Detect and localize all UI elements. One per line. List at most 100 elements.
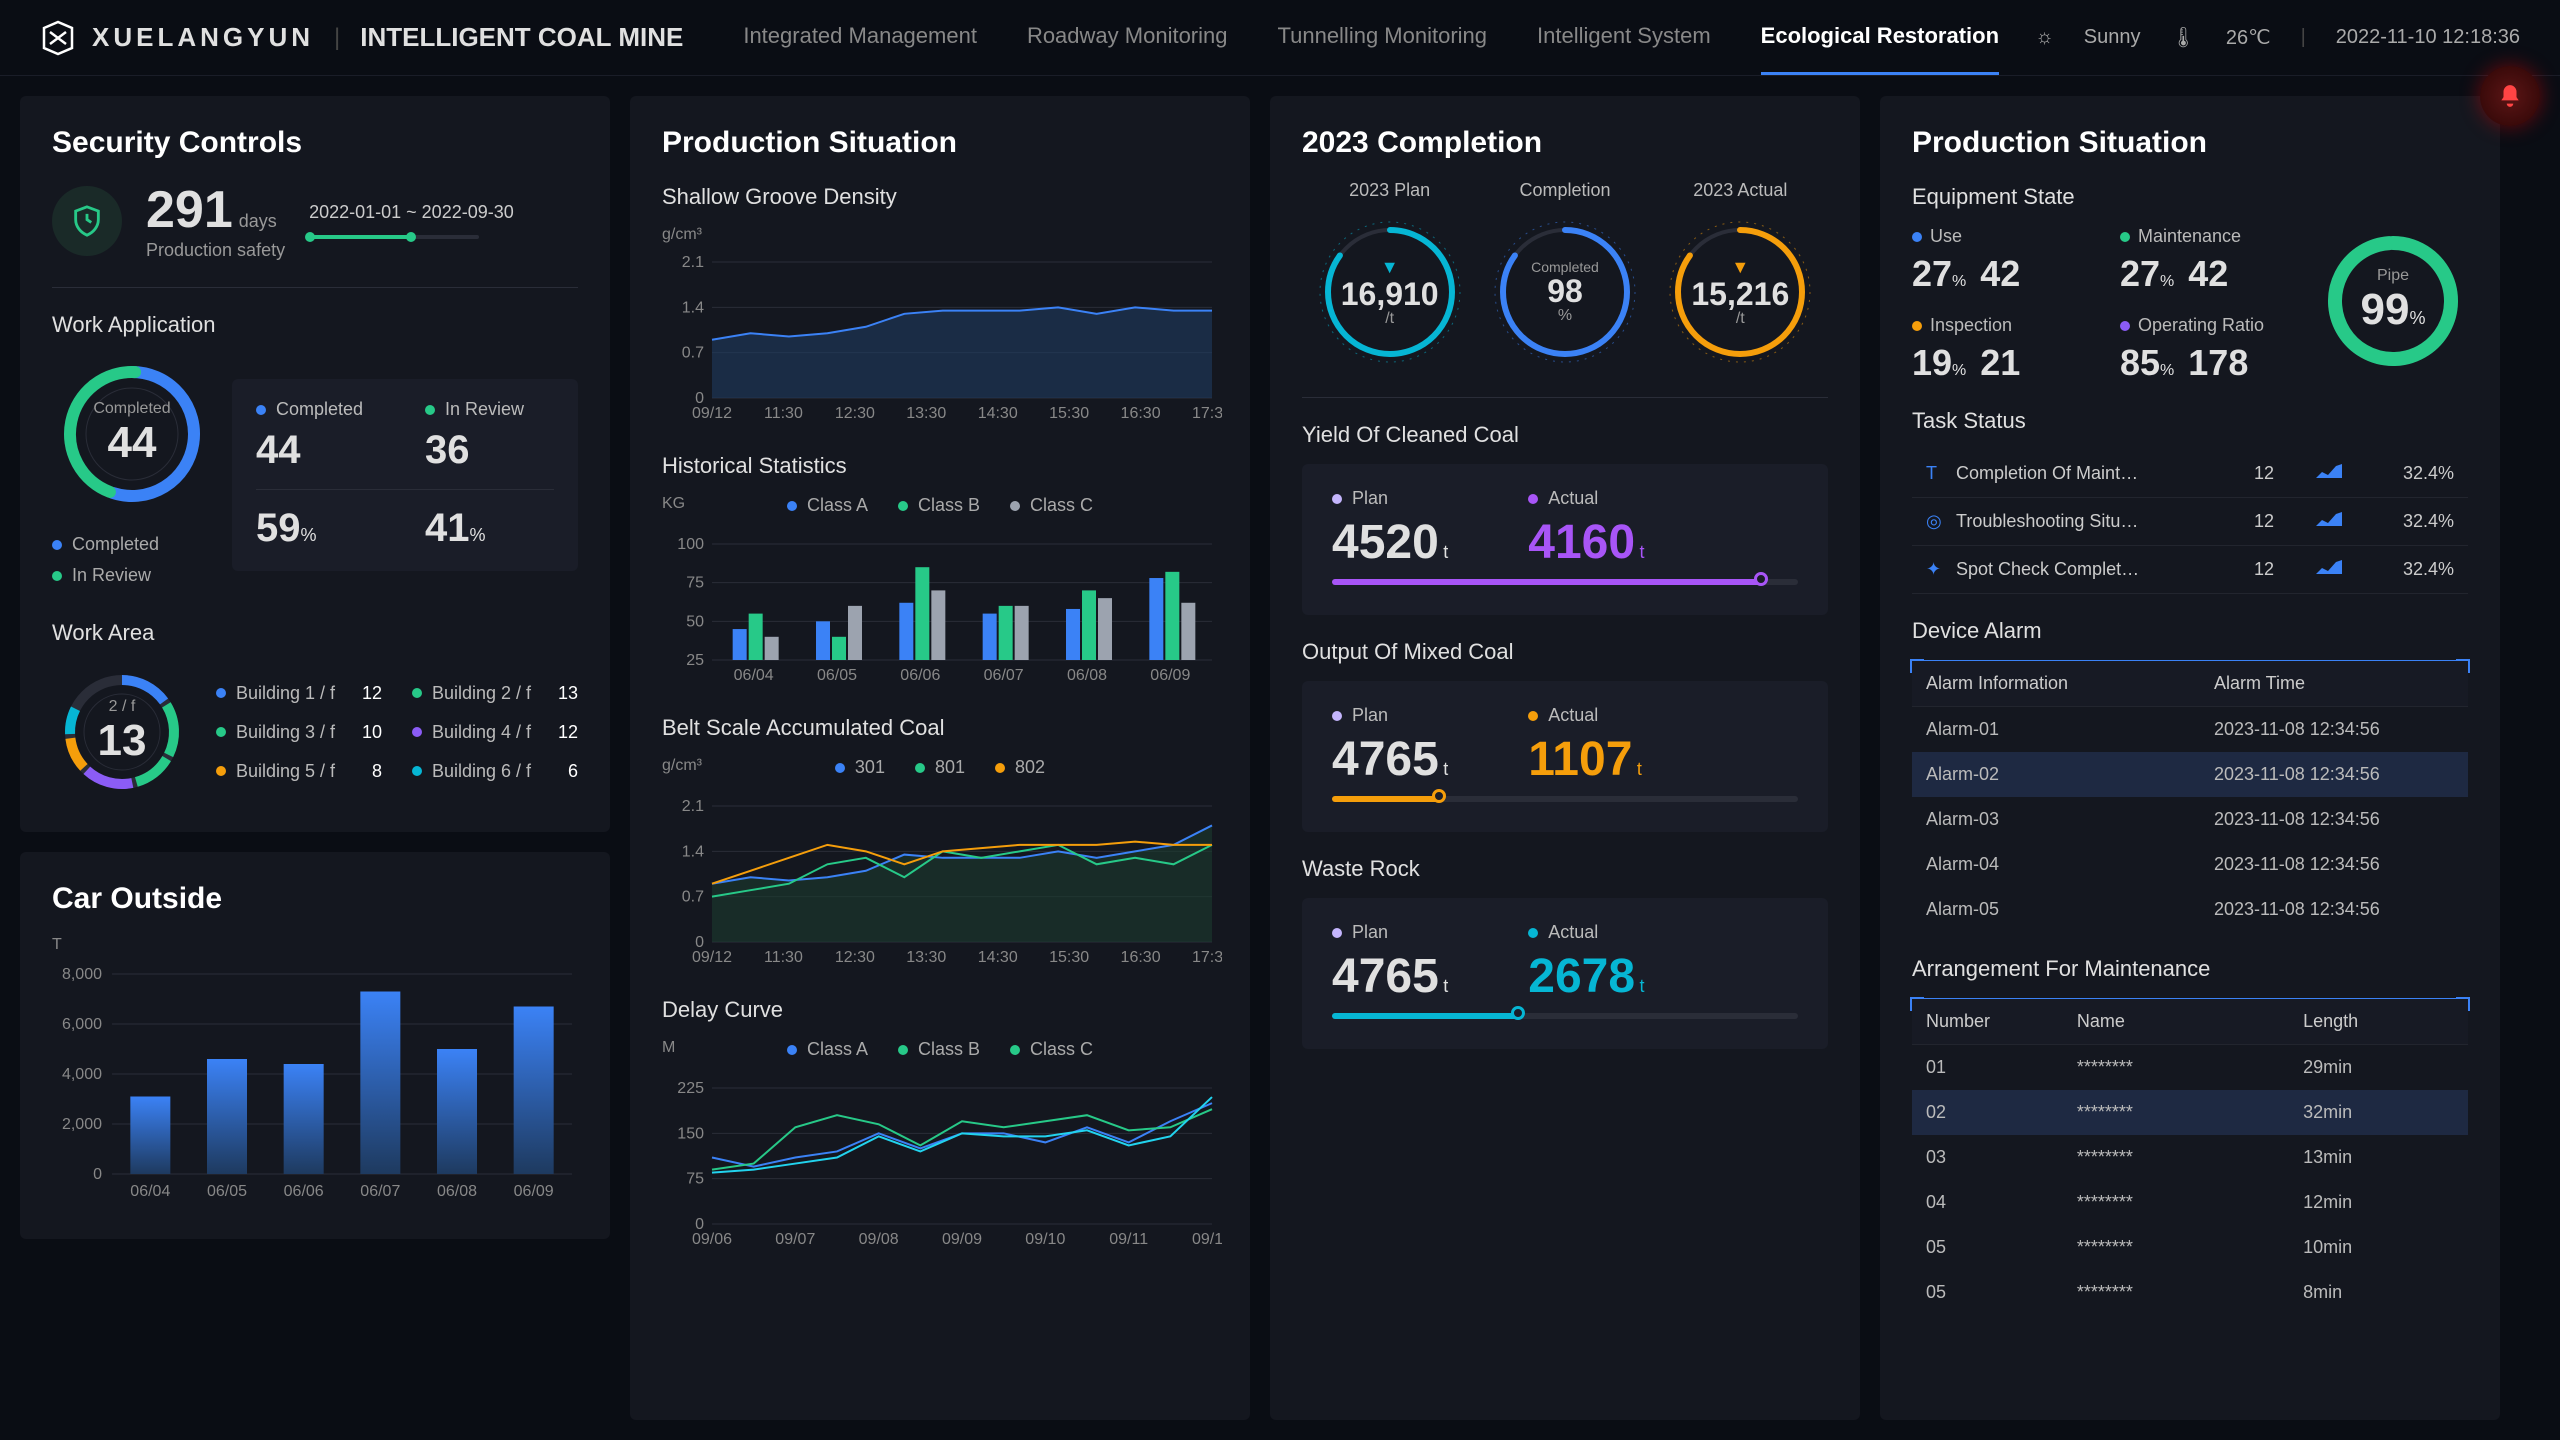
nav-item[interactable]: Integrated Management [743, 23, 977, 53]
alarm-row[interactable]: Alarm-052023-11-08 12:34:56 [1912, 887, 2468, 932]
nav-item[interactable]: Ecological Restoration [1761, 23, 1999, 53]
nav-item[interactable]: Tunnelling Monitoring [1277, 23, 1487, 53]
alarm-row[interactable]: Alarm-022023-11-08 12:34:56 [1912, 752, 2468, 797]
svg-text:09/12: 09/12 [692, 405, 732, 422]
maint-row[interactable]: 03********13min [1912, 1135, 2468, 1180]
logo-icon [40, 20, 76, 56]
svg-text:6,000: 6,000 [62, 1016, 102, 1033]
temp-icon: 🌡 [2170, 25, 2195, 50]
svg-text:225: 225 [677, 1080, 704, 1097]
maint-row[interactable]: 01********29min [1912, 1045, 2468, 1090]
car-outside-panel: Car Outside T 02,0004,0006,0008,00006/04… [20, 852, 610, 1239]
task-row[interactable]: ✦Spot Check Complet…1232.4% [1912, 546, 2468, 594]
svg-text:13:30: 13:30 [906, 949, 946, 966]
nav-item[interactable]: Intelligent System [1537, 23, 1711, 53]
days-block: 291days Production safety [146, 180, 285, 261]
svg-text:06/06: 06/06 [900, 667, 940, 684]
svg-text:2,000: 2,000 [62, 1116, 102, 1133]
nav-item[interactable]: Roadway Monitoring [1027, 23, 1228, 53]
svg-text:12:30: 12:30 [835, 949, 875, 966]
date-slider[interactable] [309, 235, 479, 239]
alarm-row[interactable]: Alarm-042023-11-08 12:34:56 [1912, 842, 2468, 887]
svg-text:06/07: 06/07 [984, 667, 1024, 684]
svg-text:16:30: 16:30 [1121, 405, 1161, 422]
stat-cell: Completed44 [256, 399, 385, 473]
area-legend-item: Building 2 / f13 [412, 683, 578, 704]
shallow-chart: 00.71.42.109/1211:3012:3013:3014:3015:30… [662, 254, 1222, 424]
svg-text:0.7: 0.7 [682, 345, 704, 362]
app-title: INTELLIGENT COAL MINE [360, 22, 683, 53]
svg-text:8,000: 8,000 [62, 966, 102, 983]
svg-text:09/11: 09/11 [1109, 1231, 1148, 1248]
svg-text:15:30: 15:30 [1049, 949, 1089, 966]
alarm-bell-icon[interactable] [2480, 66, 2540, 126]
header-status: ☼ Sunny 🌡 26℃ | 2022-11-10 12:18:36 [2035, 25, 2520, 50]
svg-text:100: 100 [677, 536, 704, 553]
shield-icon [52, 186, 122, 256]
maint-row[interactable]: 04********12min [1912, 1180, 2468, 1225]
svg-text:2.1: 2.1 [682, 254, 704, 271]
svg-text:14:30: 14:30 [978, 949, 1018, 966]
area-legend-item: Building 1 / f12 [216, 683, 382, 704]
svg-text:06/05: 06/05 [207, 1183, 247, 1200]
equip-cell: Use27%42 [1912, 226, 2090, 295]
work-area-ring: 2 / f13 [52, 662, 192, 802]
svg-text:09/08: 09/08 [859, 1231, 899, 1248]
svg-text:1.4: 1.4 [682, 299, 704, 316]
datetime-text: 2022-11-10 12:18:36 [2336, 26, 2520, 49]
svg-text:06/09: 06/09 [1150, 667, 1190, 684]
svg-text:09/09: 09/09 [942, 1231, 982, 1248]
maint-row[interactable]: 05********8min [1912, 1270, 2468, 1315]
svg-text:06/06: 06/06 [284, 1183, 324, 1200]
work-app-ring: Completed44 [52, 354, 212, 514]
maint-row[interactable]: 05********10min [1912, 1225, 2468, 1270]
svg-text:06/04: 06/04 [130, 1183, 170, 1200]
weather-text: Sunny [2084, 26, 2141, 49]
security-panel: Security Controls 291days Production saf… [20, 96, 610, 832]
svg-text:4,000: 4,000 [62, 1066, 102, 1083]
svg-text:09/10: 09/10 [1025, 1231, 1065, 1248]
production-situation-panel: Production Situation Shallow Groove Dens… [630, 96, 1250, 1420]
svg-text:2.1: 2.1 [682, 798, 704, 815]
task-table: TCompletion Of Maint…1232.4%◎Troubleshoo… [1912, 450, 2468, 594]
svg-text:13:30: 13:30 [906, 405, 946, 422]
belt-chart: 00.71.42.109/1211:3012:3013:3014:3015:30… [662, 798, 1222, 968]
svg-text:09/07: 09/07 [775, 1231, 815, 1248]
task-row[interactable]: ◎Troubleshooting Situ…1232.4% [1912, 498, 2468, 546]
car-outside-title: Car Outside [52, 882, 578, 916]
area-legend-item: Building 5 / f8 [216, 761, 382, 782]
equip-cell: Operating Ratio85%178 [2120, 315, 2298, 384]
svg-text:09/12: 09/12 [1192, 1231, 1222, 1248]
alarm-row[interactable]: Alarm-032023-11-08 12:34:56 [1912, 797, 2468, 842]
svg-text:17:30: 17:30 [1192, 405, 1222, 422]
svg-text:75: 75 [686, 575, 704, 592]
work-app-stats: Completed44In Review3659%41% [232, 379, 578, 571]
svg-text:0.7: 0.7 [682, 889, 704, 906]
completion-panel: 2023 Completion 2023 Plan▼16,910/tComple… [1270, 96, 1860, 1420]
logo-text: XUELANGYUN [92, 22, 314, 53]
waste-box: Plan4765 t Actual2678 t [1302, 898, 1828, 1049]
production-situation-2-panel: Production Situation Equipment State Use… [1880, 96, 2500, 1420]
svg-text:09/12: 09/12 [692, 949, 732, 966]
maint-row[interactable]: 02********32min [1912, 1090, 2468, 1135]
svg-text:1.4: 1.4 [682, 843, 704, 860]
temp-text: 26℃ [2226, 25, 2271, 50]
weather-icon: ☼ [2035, 26, 2053, 49]
alarm-row[interactable]: Alarm-012023-11-08 12:34:56 [1912, 707, 2468, 752]
completion-dial: 2023 Plan▼16,910/t [1315, 180, 1465, 367]
completion-dial: CompletionCompleted98% [1490, 180, 1640, 367]
equip-cell: Maintenance27%42 [2120, 226, 2298, 295]
svg-text:14:30: 14:30 [978, 405, 1018, 422]
legend-item: In Review [52, 565, 212, 586]
hist-chart: 25507510006/0406/0506/0606/0706/0806/09 [662, 536, 1222, 686]
area-legend-item: Building 4 / f12 [412, 722, 578, 743]
equip-cell: Inspection19%21 [1912, 315, 2090, 384]
stat-pct: 41% [425, 506, 554, 551]
svg-text:75: 75 [686, 1171, 704, 1188]
svg-text:0: 0 [93, 1166, 102, 1183]
equip-ring: Pipe99% [2318, 226, 2468, 384]
area-legend-item: Building 3 / f10 [216, 722, 382, 743]
alarm-table: Alarm InformationAlarm Time Alarm-012023… [1912, 660, 2468, 932]
svg-text:150: 150 [677, 1125, 704, 1142]
task-row[interactable]: TCompletion Of Maint…1232.4% [1912, 450, 2468, 498]
